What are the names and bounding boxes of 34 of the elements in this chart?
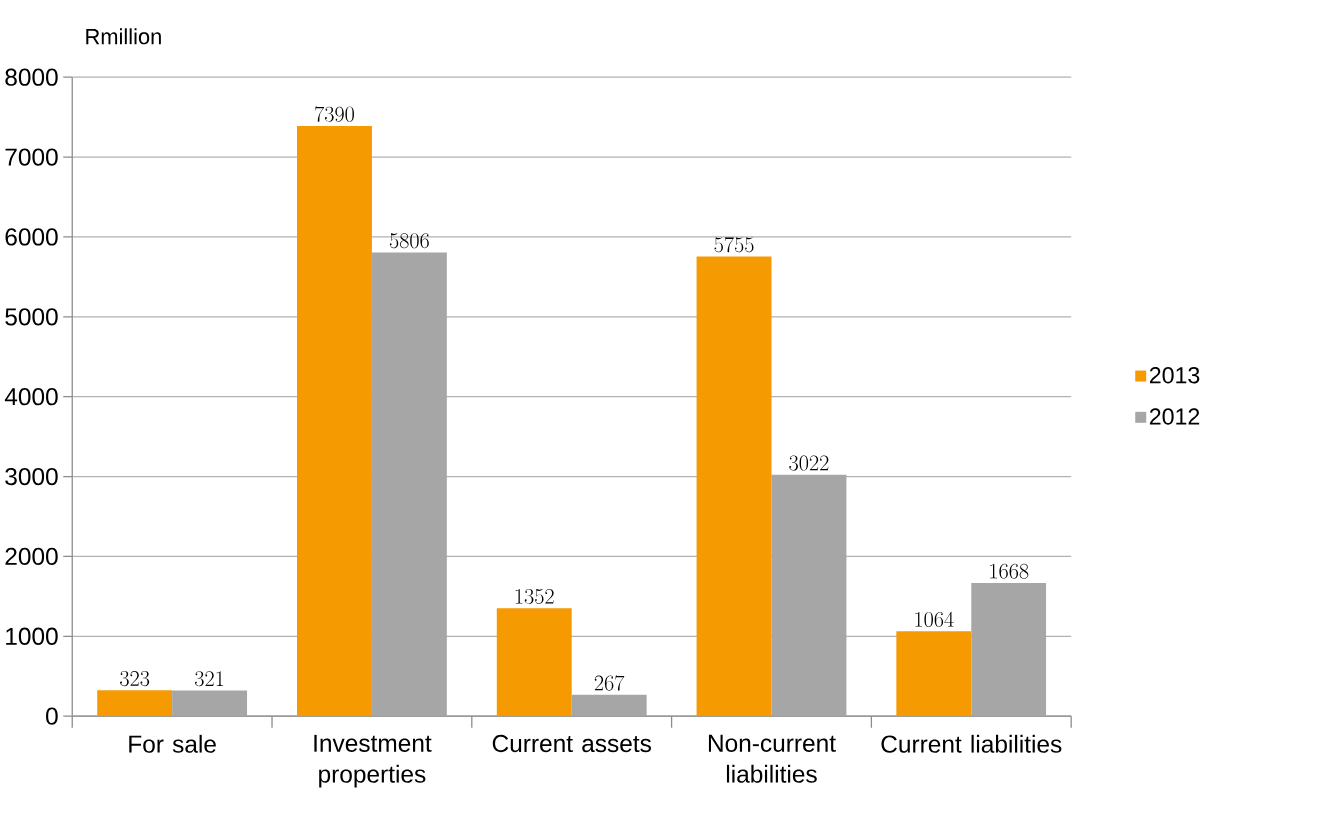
y-tick-label: 7000 xyxy=(5,148,58,166)
y-tick-label: 2000 xyxy=(5,547,58,566)
bar xyxy=(172,690,248,717)
bar xyxy=(696,256,772,717)
y-tick-label: 1000 xyxy=(6,627,58,645)
bar xyxy=(297,125,372,717)
bar xyxy=(571,694,647,717)
y-tick-label: 8000 xyxy=(5,68,58,86)
legend-label: 2012 xyxy=(1149,408,1200,425)
data-label: 1352 xyxy=(515,588,554,604)
data-label: 5806 xyxy=(389,233,429,249)
x-tick-label: Current liabilities xyxy=(881,734,1062,753)
data-label: 5755 xyxy=(714,236,754,253)
y-tick-label: 5000 xyxy=(5,308,58,326)
data-label: 1064 xyxy=(915,611,954,627)
data-label: 321 xyxy=(195,671,224,687)
x-tick-label: For sale xyxy=(129,734,216,753)
data-label: 3022 xyxy=(789,455,829,471)
y-tick-label: 0 xyxy=(46,707,58,725)
bar xyxy=(97,690,173,717)
data-label: 267 xyxy=(594,675,625,691)
x-tick-label: Current assets xyxy=(492,734,651,753)
y-tick-label: 3000 xyxy=(5,467,58,486)
y-axis-title: Rmillion xyxy=(86,28,161,45)
y-tick-label: 4000 xyxy=(4,388,58,406)
x-tick-label: Investment properties xyxy=(314,734,432,788)
x-tick-label: Non-current liabilities xyxy=(708,734,836,783)
data-label: 323 xyxy=(120,671,150,687)
legend-label: 2013 xyxy=(1149,366,1200,384)
y-tick-label: 6000 xyxy=(5,228,58,246)
bar xyxy=(896,631,972,717)
bar xyxy=(496,608,572,717)
data-label: 1668 xyxy=(990,563,1029,579)
data-label: 7390 xyxy=(315,106,354,122)
